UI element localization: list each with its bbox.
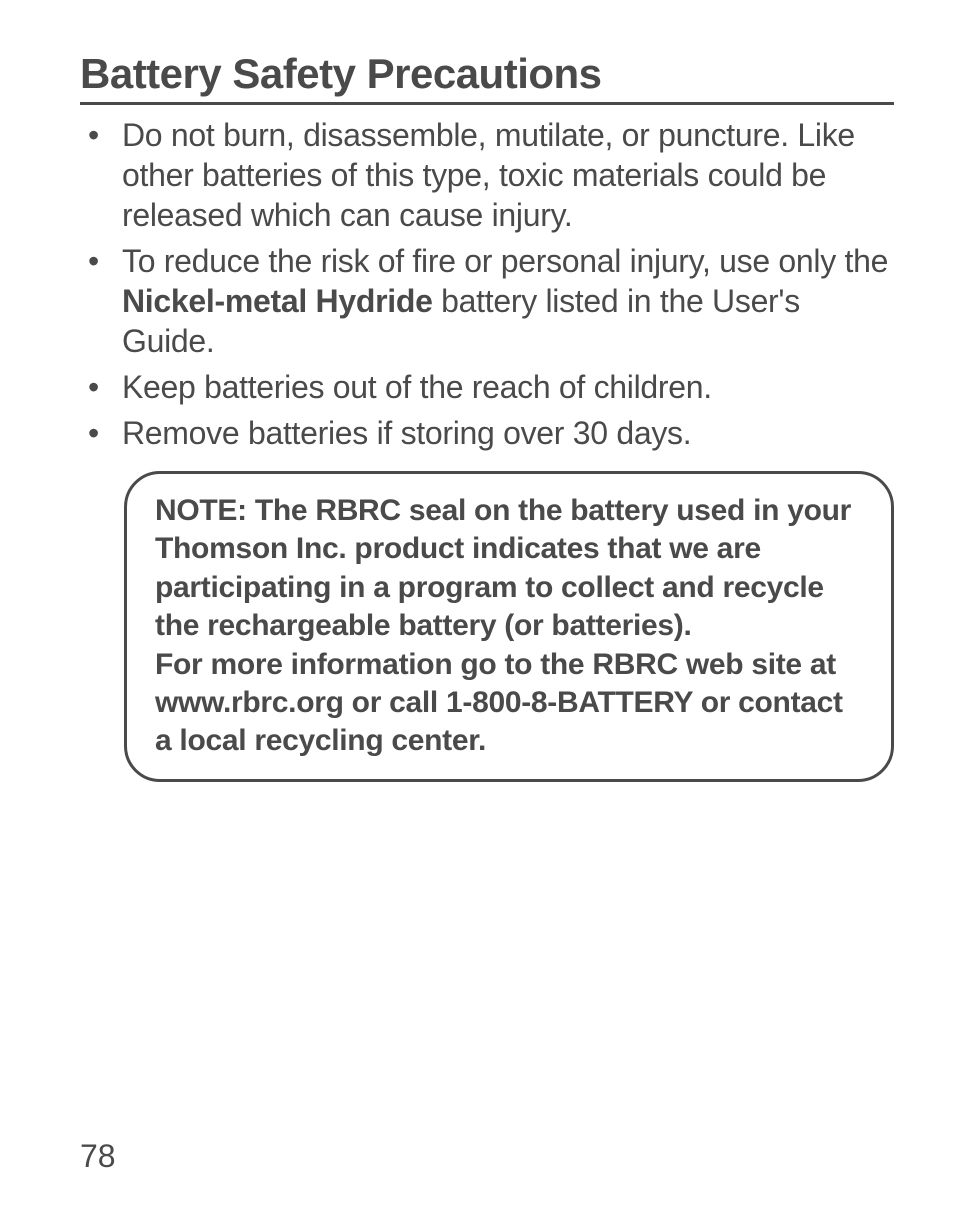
note-box: NOTE: The RBRC seal on the battery used …	[124, 471, 894, 782]
list-item: Do not burn, disassemble, mutilate, or p…	[80, 115, 894, 235]
note-text: NOTE: The RBRC seal on the battery used …	[155, 492, 867, 761]
page-number: 78	[80, 1138, 116, 1175]
section-heading: Battery Safety Precautions	[80, 50, 894, 105]
list-item: Keep batteries out of the reach of child…	[80, 367, 894, 407]
list-item-text: Do not burn, disassemble, mutilate, or p…	[122, 117, 855, 233]
list-item: To reduce the risk of fire or personal i…	[80, 241, 894, 361]
note-line-2: For more information go to the RBRC web …	[155, 648, 843, 758]
list-item-text-pre: To reduce the risk of fire or personal i…	[122, 243, 888, 279]
precautions-list: Do not burn, disassemble, mutilate, or p…	[80, 115, 894, 453]
list-item-text: Remove batteries if storing over 30 days…	[122, 415, 691, 451]
list-item: Remove batteries if storing over 30 days…	[80, 413, 894, 453]
list-item-text: Keep batteries out of the reach of child…	[122, 369, 712, 405]
note-line-1: NOTE: The RBRC seal on the battery used …	[155, 494, 851, 642]
list-item-text-bold: Nickel-metal Hydride	[122, 283, 433, 319]
